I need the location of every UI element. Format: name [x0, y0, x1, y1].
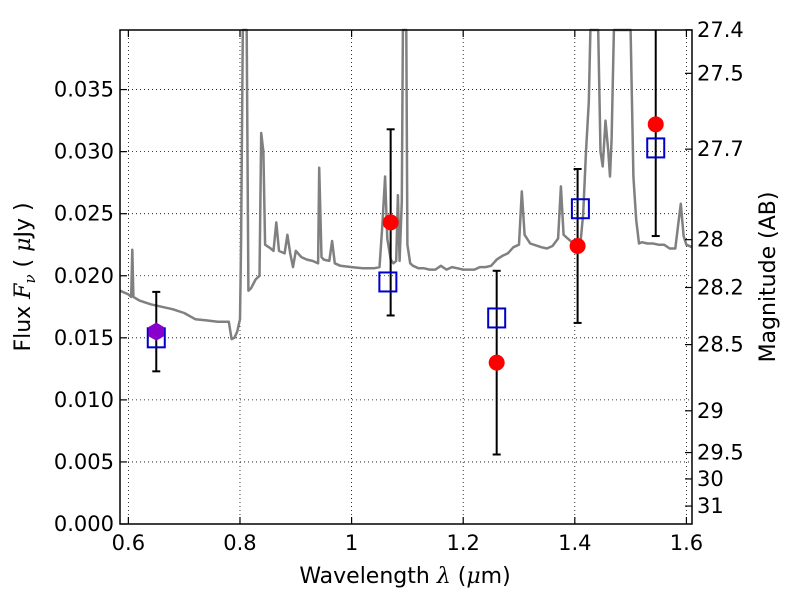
x-tick-label: 0.6	[112, 531, 145, 555]
model-spectrum	[119, 28, 693, 341]
x-tick-label: 0.8	[223, 531, 256, 555]
y-tick-label: 0.030	[54, 140, 114, 164]
y2-axis-label: Magnitude (AB)	[756, 192, 781, 363]
mag-tick-label: 29	[697, 399, 724, 423]
y-tick-label: 0.005	[54, 450, 114, 474]
data-point-circle	[569, 237, 586, 254]
y-tick-label: 0.020	[54, 264, 114, 288]
mag-tick-label: 28	[697, 228, 724, 252]
data-point-circle	[647, 116, 664, 133]
data-point-square	[378, 271, 398, 293]
data-point-circle	[488, 354, 505, 371]
mag-tick-label: 27.7	[697, 137, 744, 161]
data-points	[146, 30, 666, 456]
y-tick-label: 0.035	[54, 78, 114, 102]
mag-tick-label: 27.4	[697, 18, 744, 42]
mag-tick-label: 30	[697, 467, 724, 491]
mag-tick-label: 31	[697, 494, 724, 518]
x-tick-label: 1.4	[558, 531, 591, 555]
data-point-square	[646, 137, 666, 159]
mag-tick-label: 29.5	[697, 441, 744, 465]
y-tick-label: 0.010	[54, 388, 114, 412]
data-point-square	[487, 307, 507, 329]
x-tick-label: 1.2	[446, 531, 479, 555]
ticks: 0.6 0.8 1 1.2 1.4 1.6 0.000 0.005 0.010 0.015 0.02…	[54, 18, 744, 555]
y-tick-label: 0.025	[54, 202, 114, 226]
mag-tick-label: 28.2	[697, 275, 744, 299]
data-point-square	[570, 198, 590, 220]
x-axis-label: Wavelength λ (μm)	[299, 564, 510, 589]
model-spectrum-line	[119, 28, 693, 341]
plot-frame	[119, 29, 693, 525]
x-tick-label: 1.6	[670, 531, 703, 555]
mag-tick-label: 27.5	[697, 61, 744, 85]
mag-tick-label: 28.5	[697, 333, 744, 357]
data-point-circle	[382, 214, 399, 231]
x-tick-label: 1	[345, 531, 358, 555]
y-tick-label: 0.015	[54, 326, 114, 350]
y-tick-label: 0.000	[54, 512, 114, 536]
y-axis-label: Flux Fν ( μJy )	[11, 202, 39, 351]
data-point-hexagon	[148, 322, 165, 341]
